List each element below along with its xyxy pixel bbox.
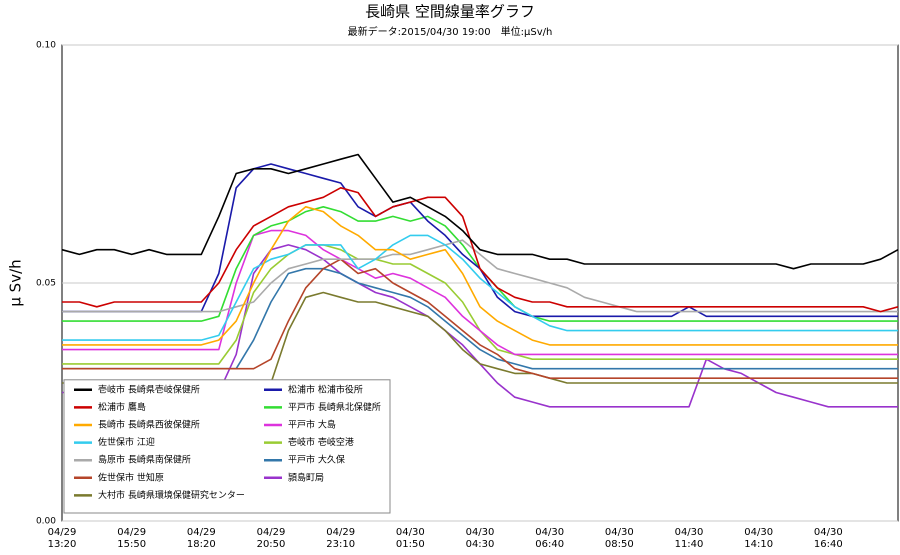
- legend-label: 平戸市 大島: [288, 419, 336, 431]
- y-tick-label: 0.05: [36, 279, 56, 289]
- chart-title: 長崎県 空間線量率グラフ: [365, 3, 535, 21]
- series-line: [62, 239, 898, 313]
- y-tick-label: 0.10: [36, 41, 56, 51]
- x-tick-label: 04/29 13:20: [47, 527, 77, 550]
- legend-label: 長崎市 長崎県西彼保健所: [98, 419, 200, 431]
- x-tick-label: 04/30 14:10: [744, 527, 774, 550]
- y-axis-label: μ Sv/h: [7, 259, 25, 306]
- legend-label: 壱岐市 長崎県壱岐保健所: [98, 383, 200, 395]
- x-tick-label: 04/30 16:40: [813, 527, 843, 550]
- legend-label: 大村市 長崎県環境保健研究センター: [98, 489, 245, 501]
- series-line: [62, 187, 899, 313]
- legend-box: [63, 379, 391, 514]
- y-tick-label: 0.00: [36, 517, 56, 527]
- x-tick-label: 04/30 04:30: [465, 527, 495, 550]
- x-tick-label: 04/29 18:20: [186, 527, 216, 550]
- legend-label: 平戸市 大久保: [288, 454, 345, 466]
- x-tick-label: 04/30 08:50: [604, 527, 634, 550]
- series-line: [62, 229, 898, 356]
- series-line: [61, 153, 899, 270]
- legend-label: 平戸市 長崎県北保健所: [288, 401, 381, 413]
- x-tick-label: 04/29 23:10: [326, 527, 356, 550]
- series-line: [62, 206, 898, 346]
- x-tick-label: 04/29 20:50: [256, 527, 286, 550]
- x-tick-label: 04/30 11:40: [674, 527, 704, 550]
- x-tick-label: 04/29 15:50: [117, 527, 147, 550]
- chart-subtitle: 最新データ:2015/04/30 19:00 単位:μSv/h: [348, 25, 553, 38]
- series-line: [62, 234, 898, 341]
- legend-label: 佐世保市 江迎: [98, 436, 155, 448]
- x-tick-label: 04/30 01:50: [395, 527, 425, 550]
- x-tick-label: 04/30 06:40: [535, 527, 565, 550]
- legend-label: 佐世保市 世知原: [98, 471, 164, 483]
- legend-label: 頴島町局: [288, 471, 324, 483]
- legend-label: 壱岐市 壱岐空港: [288, 436, 354, 448]
- series-line: [62, 258, 898, 379]
- legend-label: 松浦市 鷹島: [98, 401, 146, 413]
- legend-label: 島原市 長崎県南保健所: [98, 454, 191, 466]
- legend-label: 松浦市 松浦市役所: [288, 383, 363, 395]
